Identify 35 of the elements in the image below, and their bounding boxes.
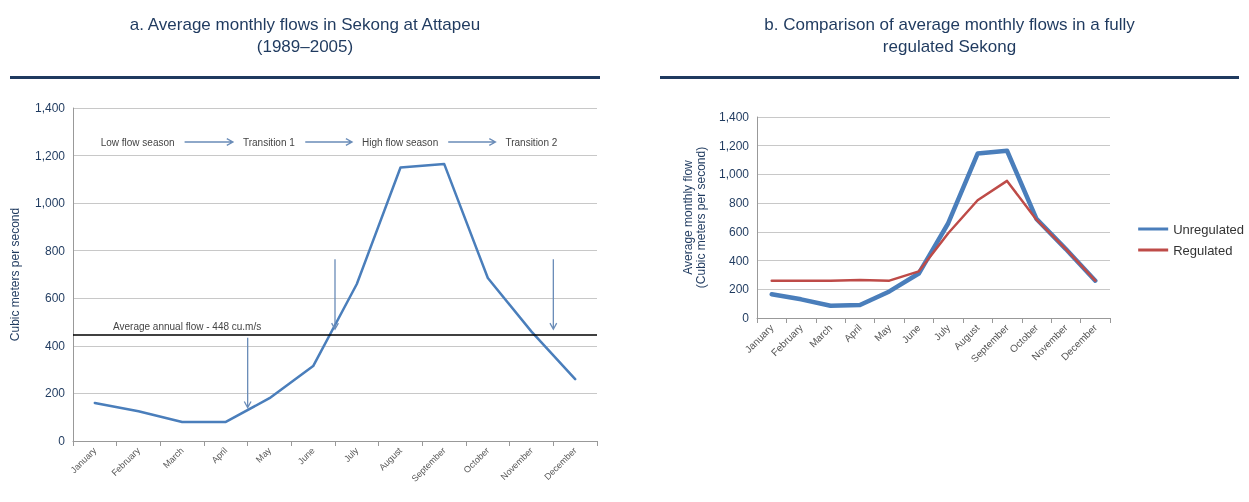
y-tick-label: 1,000: [718, 167, 750, 182]
ref-line-label: Average annual flow - 448 cu.m/s: [113, 320, 262, 332]
y-axis-title: Cubic meters per second: [7, 207, 22, 342]
annotation: Transition 2: [505, 137, 558, 148]
chart-title: a. Average monthly flows in Sekong at Attapeu (1989–2005): [128, 14, 482, 58]
y-tick-label: 600: [728, 224, 750, 239]
x-tick-label: June: [899, 321, 923, 346]
y-tick-label: 200: [728, 282, 750, 297]
x-tick-label: May: [872, 322, 894, 344]
line-series: [93, 162, 577, 424]
legend-label: Unregulated: [1173, 221, 1244, 237]
y-tick-label: 400: [728, 253, 750, 268]
legend-label: Regulated: [1173, 242, 1233, 258]
y-tick-label: 1,400: [718, 110, 750, 124]
chart-title: b. Comparison of average monthly flows in a fully regulated Sekong: [763, 14, 1136, 58]
x-tick-label: June: [295, 445, 317, 467]
y-tick-label: 1,200: [34, 148, 66, 163]
y-tick-label: 200: [44, 386, 66, 401]
y-tick-label: 1,000: [34, 196, 66, 211]
y-tick-label: 0: [58, 434, 66, 448]
y-tick-label: 1,400: [34, 101, 66, 115]
y-tick-label: 800: [728, 196, 750, 211]
y-tick-label: 400: [44, 338, 66, 353]
y-tick-label: 800: [44, 243, 66, 258]
annotation: Low flow season: [100, 137, 175, 148]
x-tick-label: May: [253, 445, 274, 465]
y-axis-title: Average monthly flow (Cubic meters per second): [680, 146, 708, 289]
x-tick-label: July: [342, 445, 361, 464]
y-tick-label: 600: [44, 291, 66, 306]
y-tick-label: 0: [742, 311, 750, 325]
line-series: [770, 179, 1097, 282]
annotation: High flow season: [362, 137, 439, 148]
x-tick-label: July: [931, 322, 953, 343]
annotation: Transition 1: [242, 137, 296, 148]
y-tick-label: 1,200: [718, 138, 750, 153]
